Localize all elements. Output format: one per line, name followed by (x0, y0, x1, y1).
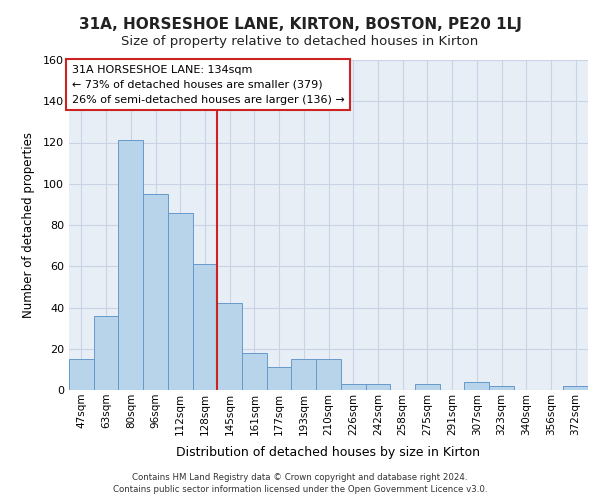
Bar (415, 384, 440, 390)
Y-axis label: Number of detached properties: Number of detached properties (22, 132, 35, 318)
Bar (143, 194, 168, 390)
Bar (365, 384, 390, 390)
Bar (94, 316, 118, 390)
Bar (489, 386, 514, 390)
Text: Size of property relative to detached houses in Kirton: Size of property relative to detached ho… (121, 35, 479, 48)
Bar (217, 304, 242, 390)
Bar (292, 359, 316, 390)
Bar (563, 386, 588, 390)
Bar (341, 384, 365, 390)
Bar (316, 359, 341, 390)
Text: 31A HORSESHOE LANE: 134sqm
← 73% of detached houses are smaller (379)
26% of sem: 31A HORSESHOE LANE: 134sqm ← 73% of deta… (71, 65, 344, 104)
Bar (464, 382, 489, 390)
Bar (69, 359, 94, 390)
Bar (168, 212, 193, 390)
Bar (267, 368, 292, 390)
Text: Contains HM Land Registry data © Crown copyright and database right 2024.
Contai: Contains HM Land Registry data © Crown c… (113, 472, 487, 494)
Bar (118, 140, 143, 390)
Bar (193, 264, 217, 390)
Text: 31A, HORSESHOE LANE, KIRTON, BOSTON, PE20 1LJ: 31A, HORSESHOE LANE, KIRTON, BOSTON, PE2… (79, 18, 521, 32)
X-axis label: Distribution of detached houses by size in Kirton: Distribution of detached houses by size … (176, 446, 481, 459)
Bar (242, 353, 267, 390)
